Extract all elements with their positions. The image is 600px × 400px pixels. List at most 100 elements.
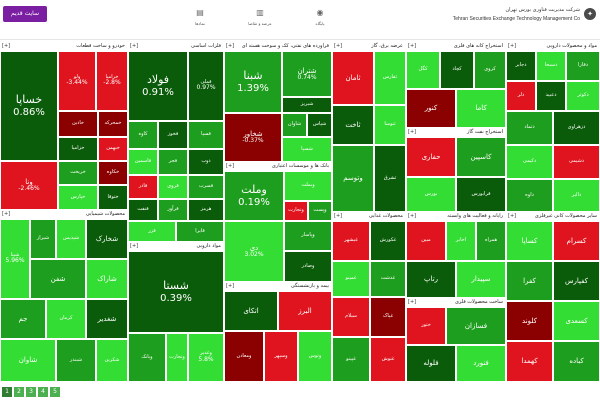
page-button[interactable]: 5 — [50, 387, 60, 397]
expand-icon[interactable]: [+] — [130, 43, 139, 49]
expand-icon[interactable]: [+] — [334, 43, 343, 49]
stock-tile[interactable]: کباده — [553, 341, 600, 382]
stock-tile[interactable]: خبهمن — [98, 137, 128, 161]
stock-tile[interactable]: اخابر — [446, 221, 476, 261]
stock-tile[interactable]: ثشرق — [374, 145, 406, 212]
stock-tile[interactable]: اتکای — [224, 291, 278, 331]
stock-tile[interactable]: خاذین — [58, 111, 98, 137]
stock-tile[interactable]: کاسپین — [456, 137, 506, 177]
stock-tile[interactable]: دلر — [506, 81, 536, 111]
stock-tile[interactable]: غبشهر — [332, 221, 370, 261]
stock-tile[interactable]: خرامیا -2.8% — [96, 51, 128, 111]
stock-tile[interactable]: وتجارت — [166, 333, 188, 382]
stock-tile[interactable]: فولاد 0.91% — [128, 51, 188, 121]
stock-tile[interactable]: کلوند — [506, 301, 553, 341]
stock-tile[interactable]: کگل — [406, 51, 440, 89]
stock-tile[interactable]: وملت 0.19% — [224, 171, 284, 221]
expand-icon[interactable]: [+] — [408, 43, 417, 49]
stock-tile[interactable]: وغدیر 5.8% — [188, 333, 224, 382]
stock-tile[interactable]: فایرا — [176, 221, 224, 242]
stock-tile[interactable]: شاراک — [86, 259, 128, 299]
stock-tile[interactable]: شخارک — [86, 219, 128, 259]
stock-tile[interactable]: دجابر — [506, 51, 536, 81]
stock-tile[interactable]: فزر — [128, 221, 176, 242]
stock-tile[interactable]: سیلام — [332, 297, 370, 337]
stock-tile[interactable]: هرمز — [188, 199, 224, 221]
stock-tile[interactable]: وپاسار — [284, 221, 332, 251]
stock-tile[interactable]: فرآور — [158, 199, 188, 221]
expand-icon[interactable]: [+] — [226, 163, 235, 169]
stock-tile[interactable]: کاما — [456, 89, 506, 128]
sector-title[interactable]: [+] استخراج کانه های فلزی — [406, 42, 506, 51]
stock-tile[interactable]: غپینو — [332, 337, 370, 382]
sector-title[interactable]: [+] مواد و محصولات دارویی — [506, 42, 600, 51]
page-button[interactable]: 4 — [38, 387, 48, 397]
stock-tile[interactable]: ختور — [406, 307, 446, 345]
stock-tile[interactable]: شپدیس — [56, 219, 86, 259]
page-button[interactable]: 1 — [2, 387, 12, 397]
stock-tile[interactable]: غدشت — [370, 261, 406, 297]
sector-title[interactable]: [+] بانک ها و موسسات اعتباری — [224, 162, 332, 171]
stock-tile[interactable]: خمحرکه — [98, 111, 128, 137]
stock-tile[interactable]: دعبید — [536, 81, 566, 111]
stock-tile[interactable]: خپارس — [58, 185, 98, 210]
expand-icon[interactable]: [+] — [334, 213, 343, 219]
stock-tile[interactable]: ولو -3.44% — [58, 51, 96, 111]
stock-tile[interactable]: خکاوه — [98, 161, 128, 185]
expand-icon[interactable]: [+] — [2, 43, 11, 49]
stock-tile[interactable]: شسپا — [282, 137, 332, 162]
stock-tile[interactable]: وتوس — [298, 331, 332, 382]
stock-tile[interactable]: شکربن — [96, 339, 128, 382]
stock-tile[interactable]: وتجارت — [284, 201, 308, 221]
stock-tile[interactable]: وتوسم — [332, 145, 374, 212]
stock-tile[interactable]: شغدیر — [86, 299, 128, 339]
stock-tile[interactable]: غمینو — [332, 261, 370, 297]
stock-tile[interactable]: فسرب — [188, 175, 224, 199]
stock-tile[interactable]: جم — [0, 299, 46, 339]
nav-info[interactable]: ◉ پایگاه — [300, 6, 340, 36]
sector-title[interactable]: [+] فراورده های نفتی، کک و سوخت هسته ای — [224, 42, 332, 51]
nav-symbols[interactable]: ▤ نمادها — [180, 6, 220, 36]
stock-tile[interactable]: کنور — [406, 89, 456, 128]
stock-tile[interactable]: حفاری — [406, 137, 456, 177]
stock-tile[interactable]: شبندر — [56, 339, 96, 382]
sector-title[interactable]: [+] مواد دارویی — [128, 242, 224, 251]
stock-tile[interactable]: ومعادن — [224, 331, 264, 382]
stock-tile[interactable]: فلوله — [406, 345, 456, 382]
sector-title[interactable]: [+] سایر محصولات کانی غیرفلزی — [506, 212, 600, 221]
stock-tile[interactable]: شپاس — [307, 113, 332, 137]
stock-tile[interactable]: ثنوسا — [374, 105, 406, 145]
expand-icon[interactable]: [+] — [408, 129, 417, 135]
stock-tile[interactable]: فاسمین — [128, 149, 158, 175]
stock-tile[interactable]: کروی — [474, 51, 506, 89]
sector-title[interactable]: [+] عرضه برق، گاز — [332, 42, 406, 51]
stock-tile[interactable]: ثاخت — [332, 105, 374, 145]
stock-tile[interactable]: فنورد — [456, 345, 506, 382]
old-site-button[interactable]: سایت قدیم — [3, 6, 47, 22]
stock-tile[interactable]: ثفارس — [374, 51, 406, 105]
stock-tile[interactable]: شبریز — [282, 97, 332, 113]
stock-tile[interactable]: شاوان — [0, 339, 56, 382]
page-button[interactable]: 2 — [14, 387, 24, 397]
stock-tile[interactable]: کرمان — [46, 299, 86, 339]
stock-tile[interactable]: غپاک — [370, 297, 406, 337]
stock-tile[interactable]: بورس — [406, 177, 456, 212]
stock-tile[interactable]: دسبحا — [536, 51, 566, 81]
stock-tile[interactable]: مبین — [406, 221, 446, 261]
sector-title[interactable]: [+] محصولات غذایی — [332, 212, 406, 221]
sector-title[interactable]: [+] ساخت محصولات فلزی — [406, 298, 506, 307]
stock-tile[interactable]: خزامیا — [58, 137, 98, 161]
stock-tile[interactable]: کفرا — [506, 261, 553, 301]
expand-icon[interactable]: [+] — [130, 243, 139, 249]
stock-tile[interactable]: غکورش — [370, 221, 406, 261]
stock-tile[interactable]: فروی — [158, 175, 188, 199]
stock-tile[interactable]: وصادر — [284, 251, 332, 282]
stock-tile[interactable]: شفن — [30, 259, 86, 299]
stock-tile[interactable]: سپیدار — [456, 261, 506, 298]
stock-tile[interactable]: ونا -2.46% — [0, 161, 58, 210]
stock-tile[interactable]: دکوثر — [566, 81, 600, 111]
stock-tile[interactable]: دی 3.02% — [224, 221, 284, 282]
stock-tile[interactable]: کهمدا — [506, 341, 553, 382]
stock-tile[interactable]: غنوش — [370, 337, 406, 382]
stock-tile[interactable]: دکیمی — [506, 145, 553, 179]
